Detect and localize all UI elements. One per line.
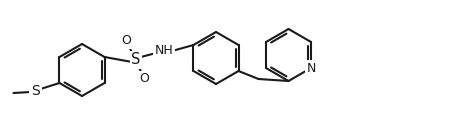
Text: O: O: [139, 72, 149, 86]
Text: S: S: [31, 84, 40, 98]
Text: O: O: [121, 34, 131, 48]
Text: N: N: [306, 62, 316, 74]
Text: NH: NH: [155, 44, 174, 56]
Text: S: S: [131, 53, 141, 67]
